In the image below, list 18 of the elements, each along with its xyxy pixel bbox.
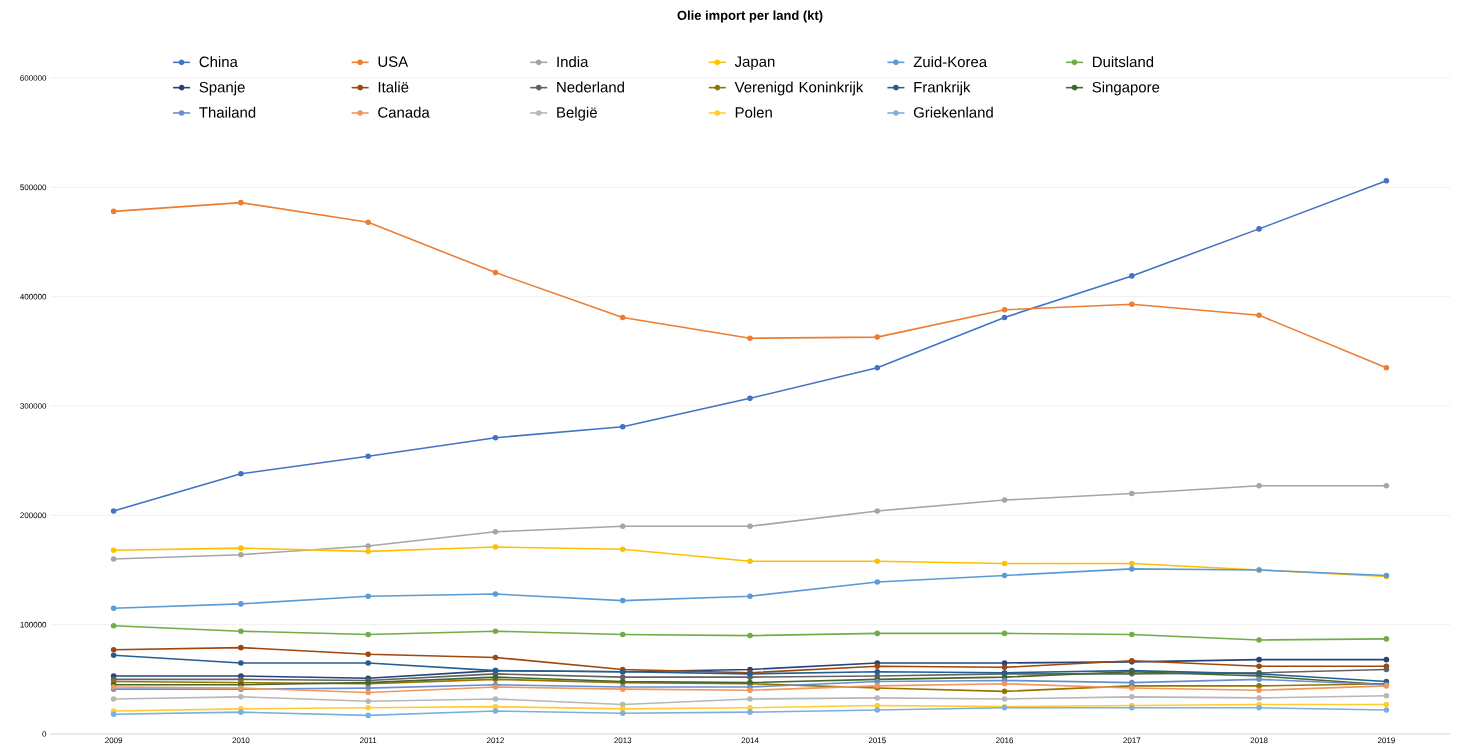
legend-label: Thailand [199, 106, 256, 118]
legend-label: Japan [734, 56, 775, 70]
legend-label: Polen [735, 106, 772, 118]
legend-label: USA [378, 56, 409, 67]
legend-label: Frankrijk [914, 81, 971, 96]
legend-label: Zuid-Korea [913, 56, 988, 68]
legend-label: België [557, 106, 597, 121]
legend-label: Spanje [199, 81, 245, 96]
legend-label: Canada [378, 106, 430, 118]
legend-label: Duitsland [1092, 56, 1154, 68]
legend-label: China [199, 56, 238, 68]
legend-label: Singapore [1092, 81, 1160, 96]
legend-label: Italië [378, 81, 409, 93]
legend-label: Griekenland [913, 106, 993, 118]
chart-title: Olie import per land (kt) [677, 10, 823, 23]
legend-label: India [557, 56, 589, 68]
legend-label: Verenigd Koninkrijk [734, 81, 864, 96]
legend-label: Nederland [557, 81, 624, 93]
